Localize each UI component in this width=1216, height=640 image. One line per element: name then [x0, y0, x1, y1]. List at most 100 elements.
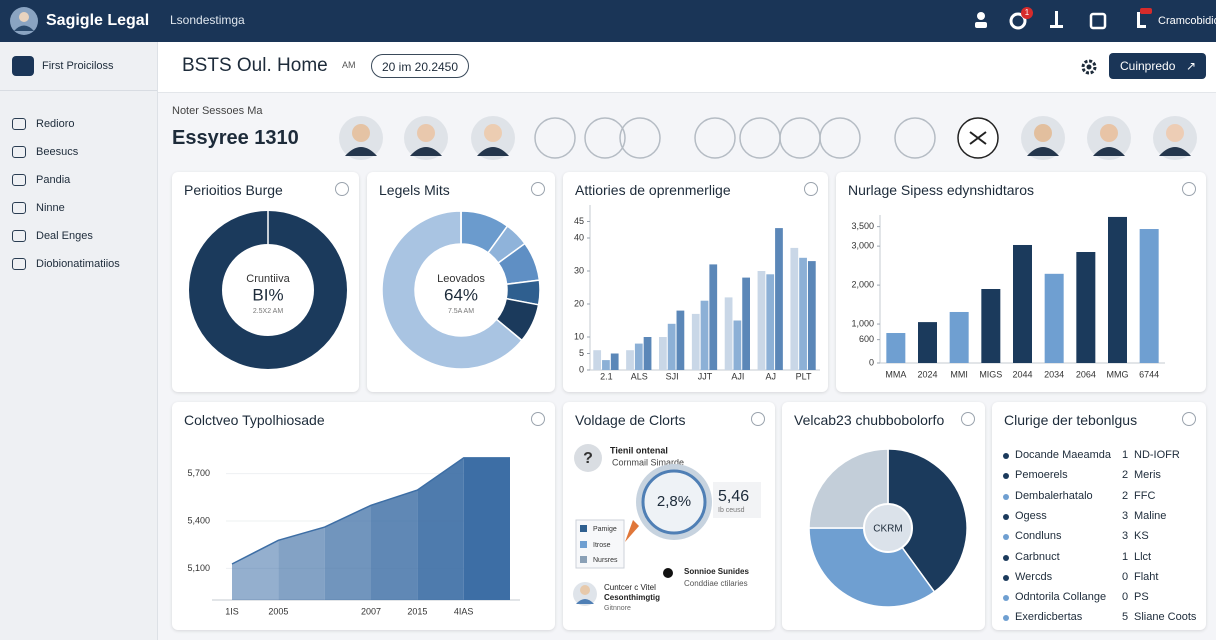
user-name[interactable]: Cramcobidio [1158, 15, 1216, 27]
row-text: Llct [1134, 550, 1152, 563]
bar [724, 297, 733, 370]
x-tick-label: 2034 [1044, 369, 1064, 379]
bar [1108, 216, 1127, 363]
avatar-body [410, 147, 442, 156]
menu-item[interactable]: Deal Enges [12, 230, 93, 242]
y-tick-label: 5,400 [187, 515, 210, 525]
legend-label: Itrose [593, 542, 611, 549]
diagram-icon [584, 117, 626, 159]
card-info-icon[interactable] [531, 412, 545, 426]
bar [799, 257, 807, 370]
row-text: Sliane Coots [1134, 611, 1197, 624]
menu-label: Redioro [36, 118, 75, 130]
question-title: Tienil ontenal [610, 445, 668, 455]
row-count: 0 [1122, 570, 1129, 583]
x-tick-label: 2.1 [600, 371, 613, 381]
row-text: ND-IOFR [1134, 449, 1180, 461]
card-info-icon[interactable] [1182, 412, 1196, 426]
row-label: Docande Maeamda [1015, 449, 1112, 461]
menu-icon [12, 174, 26, 186]
top-icons [975, 11, 1146, 30]
diagram-icon [694, 117, 736, 159]
avatar-body [1159, 147, 1191, 156]
bar [775, 228, 783, 370]
x-tick-label: JJT [698, 371, 713, 381]
top-bar-graphics: Sagigle Legal Lsondestimga 1 Cramcobidio [10, 7, 1216, 35]
x-tick-label: PLT [796, 371, 812, 381]
x-tick-label: 1IS [225, 606, 239, 616]
avatar-head [1034, 124, 1052, 142]
x-tick-label: 2064 [1076, 369, 1096, 379]
menu-label: Beesucs [36, 146, 79, 158]
top-bar: Sagigle Legal Lsondestimga 1 Cramcobidio [0, 0, 1216, 42]
card-title: Perioitios Burge [184, 182, 283, 198]
note-dot [663, 568, 673, 578]
person-head [580, 585, 590, 595]
card-title: Legels Mits [379, 182, 450, 198]
stat-value: 5,46 [718, 488, 749, 505]
menu-item[interactable]: Ninne [12, 202, 65, 214]
row-label: Odntorila Collange [1015, 591, 1107, 604]
bar [757, 271, 766, 370]
menu-item[interactable]: Redioro [12, 118, 75, 130]
bar-chart: 0 600 1,000 2,000 3,000 3,500 MMA 2024 MMI MIGS 20… [851, 215, 1165, 379]
bullet [1003, 493, 1009, 500]
bar [733, 320, 742, 370]
card-info-icon[interactable] [335, 182, 349, 196]
date-pill[interactable]: 20 im 20.2450 [371, 54, 469, 78]
nav-title[interactable]: Lsondestimga [170, 13, 245, 27]
row-label: Ogess [1015, 509, 1047, 522]
first-item[interactable]: First Proiciloss [42, 60, 114, 72]
row-label: Dembalerhatalo [1015, 489, 1093, 502]
avatar-head [1166, 124, 1184, 142]
primary-button[interactable]: Cuinpredo ↗ [1109, 53, 1206, 79]
y-tick-label: 5 [579, 348, 584, 358]
card-info-icon[interactable] [531, 182, 545, 196]
gear-center [1086, 64, 1092, 70]
bar [602, 360, 610, 370]
person-role: Cesonthimgtig [604, 593, 660, 602]
settings-icon[interactable] [1078, 56, 1100, 78]
user-icon[interactable] [977, 12, 985, 20]
y-tick-label: 30 [574, 265, 584, 275]
header: BSTS Oul. Home AM 20 im 20.2450 Cuinpred… [158, 42, 1216, 93]
box-icon[interactable] [1089, 12, 1107, 30]
avatar-row [339, 116, 1197, 160]
area-segment [417, 457, 464, 600]
center-sub: 2.5X2 AM [253, 308, 284, 315]
menu-item[interactable]: Beesucs [12, 146, 78, 158]
card-info-icon[interactable] [1182, 182, 1196, 196]
anchor-icon[interactable] [1055, 11, 1058, 27]
menu-icon [12, 118, 26, 130]
menu-item[interactable]: Pandia [12, 174, 70, 186]
bullet [1003, 453, 1009, 459]
list-row: Condluns 3 KS [992, 527, 1206, 547]
card-title: Nurlage Sipess edynshidtaros [848, 182, 1034, 198]
row-count: 2 [1122, 489, 1129, 502]
avatar-head [417, 124, 435, 142]
card-info-icon[interactable] [751, 412, 765, 426]
menu-label: Deal Enges [36, 230, 93, 242]
row-label: Wercds [1015, 570, 1053, 583]
list-row: Pemoerels 2 Meris [992, 466, 1206, 486]
bullet [1003, 513, 1009, 520]
card-info-icon[interactable] [804, 182, 818, 196]
center-label: CKRM [873, 524, 902, 535]
y-tick-label: 3,500 [851, 221, 874, 231]
y-tick-label: 10 [574, 331, 584, 341]
card-title: Voldage de Clorts [575, 412, 686, 428]
row-label: Carbnuct [1015, 550, 1060, 563]
l-icon[interactable] [1137, 12, 1140, 28]
sync-icon[interactable] [1009, 12, 1027, 30]
list-row: Exerdicbertas 5 Sliane Coots [992, 608, 1206, 628]
stat-box [713, 482, 761, 518]
pie-slice [887, 448, 968, 593]
x-tick-label: MMG [1107, 369, 1129, 379]
menu-item[interactable]: Diobionatimatiios [12, 258, 120, 270]
logo-head [19, 12, 29, 22]
y-tick-label: 3,000 [851, 241, 874, 251]
card-info-icon[interactable] [961, 412, 975, 426]
row-text: Maline [1134, 509, 1167, 522]
area-segment [463, 457, 510, 600]
diagram-icon [739, 117, 781, 159]
